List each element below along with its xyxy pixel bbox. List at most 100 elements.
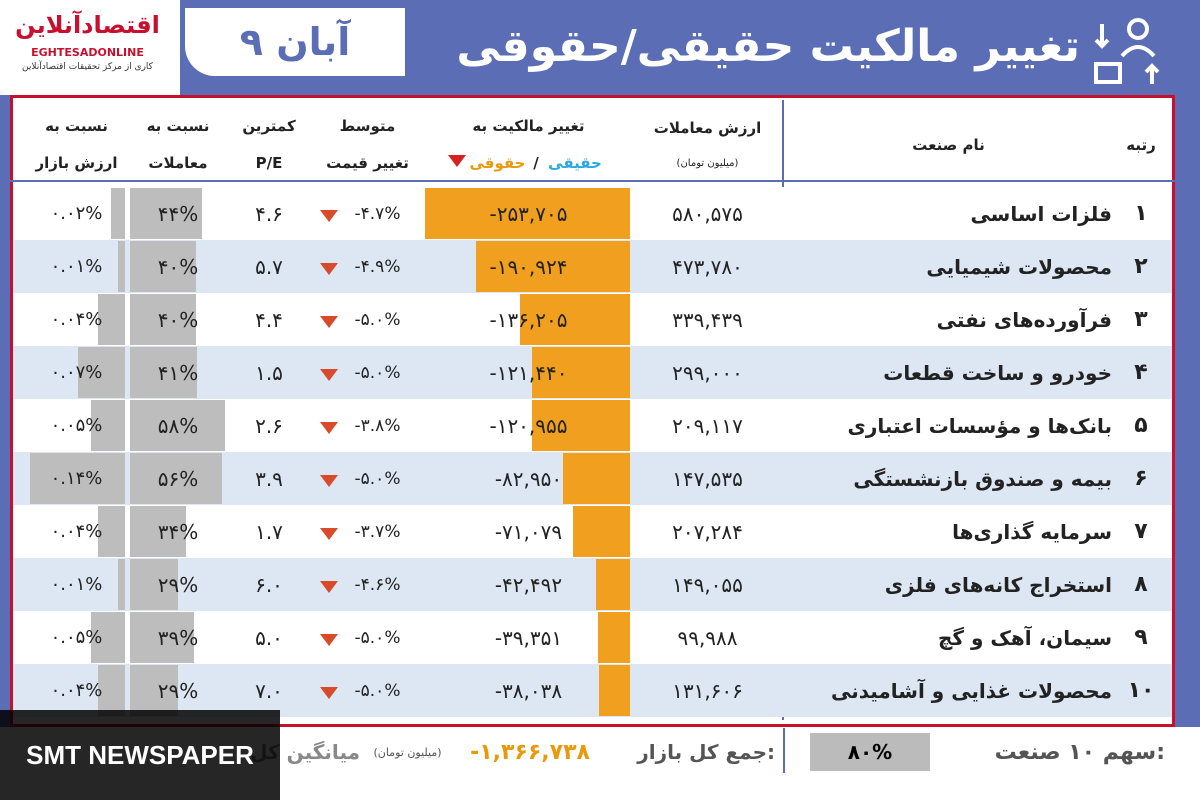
cell: ۰.۰۷%: [50, 362, 103, 383]
cell: ۰.۰۵%: [50, 415, 103, 436]
down-arrow: [320, 634, 338, 646]
cell: ۵۸%: [157, 413, 199, 438]
cell: ۷: [1134, 519, 1148, 544]
change-bar: [562, 453, 630, 504]
date: ۹ آبان: [185, 8, 405, 76]
cell: ۱.۵: [255, 360, 283, 385]
market-bar: [30, 453, 125, 504]
down-arrow: [320, 316, 338, 328]
cell: فرآورده‌های نفتی: [936, 307, 1112, 332]
header-cell: ارزش معاملات: [653, 118, 762, 137]
cell: ۲۰۷,۲۸۴: [672, 519, 743, 544]
down-arrow: [320, 422, 338, 434]
cell: ۱: [1134, 201, 1148, 226]
cell: -۲۵۳,۷۰۵: [489, 201, 568, 226]
cell: -۸۲,۹۵۰: [494, 466, 563, 491]
row-bg: [13, 611, 1172, 664]
total-value: -۱,۳۶۶,۷۳۸: [470, 739, 590, 765]
down-arrow: [320, 369, 338, 381]
cell: ۲: [1134, 254, 1148, 279]
change-bar: [519, 294, 630, 345]
cell: ۹۹,۹۸۸: [677, 625, 738, 650]
header-cell: تغییر مالکیت به: [472, 116, 585, 135]
cell: ۷.۰: [255, 678, 283, 703]
footer-divider: [783, 728, 785, 773]
cell: ۰.۰۴%: [50, 521, 103, 542]
cell: -۵.۰%: [354, 468, 401, 489]
total-label: جمع کل بازار:: [637, 740, 775, 764]
cell: ۱.۷: [255, 519, 283, 544]
market-bar: [97, 506, 125, 557]
cell: ۰.۰۵%: [50, 627, 103, 648]
cell: ۳: [1134, 307, 1148, 332]
header-cell: کمترین: [242, 116, 296, 135]
change-bar: [598, 612, 630, 663]
cell: ۵۸۰,۵۷۵: [672, 201, 743, 226]
cell: ۹: [1134, 625, 1148, 650]
trade-bar: [130, 665, 178, 716]
cell: ۲۰۹,۱۱۷: [672, 413, 743, 438]
trade-bar: [130, 294, 196, 345]
header-cell: معاملات: [148, 153, 208, 172]
cell: -۴.۹%: [354, 256, 401, 277]
trade-bar: [130, 241, 196, 292]
logo-tagline: کاری از مرکز تحقیقات اقتصادآنلاین: [22, 62, 153, 72]
share-value: ۸۰%: [810, 733, 930, 771]
cell: -۴.۶%: [354, 574, 401, 595]
cell: ۶.۰: [255, 572, 283, 597]
cell: -۱۲۱,۴۴۰: [489, 360, 568, 385]
down-arrow: [320, 581, 338, 593]
sort-arrow: [448, 155, 466, 167]
market-bar: [91, 400, 125, 451]
cell: بیمه و صندوق بازنشستگی: [853, 466, 1112, 491]
cell: استخراج کانه‌های فلزی: [884, 572, 1112, 597]
cell: ۲۹۹,۰۰۰: [672, 360, 743, 385]
cell: ۴۰%: [157, 307, 199, 332]
cell: -۳.۷%: [354, 521, 401, 542]
header-cell: رتبه: [1126, 136, 1156, 154]
cell: ۴.۴: [255, 307, 283, 332]
cell: محصولات شیمیایی: [926, 254, 1112, 279]
header-sep: /: [533, 153, 539, 172]
header-cell: متوسط: [339, 116, 396, 135]
cell: -۷۱,۰۷۹: [494, 519, 563, 544]
cell: ۳۹%: [157, 625, 199, 650]
cell: ۴۱%: [157, 360, 199, 385]
trade-bar: [130, 453, 222, 504]
cell: ۳.۹: [255, 466, 283, 491]
header-rule: [10, 180, 1175, 182]
down-arrow: [320, 210, 338, 222]
cell: ۶: [1134, 466, 1148, 491]
header-cell: نسبت به: [45, 116, 108, 135]
trade-bar: [130, 559, 178, 610]
cell: ۳۳۹,۴۳۹: [672, 307, 743, 332]
cell: ۱۴۹,۰۵۵: [672, 572, 743, 597]
cell: سیمان، آهک و گچ: [938, 625, 1112, 650]
header-real: حقیقی: [548, 153, 602, 172]
cell: ۱۰: [1127, 678, 1155, 703]
cell: ۲.۶: [255, 413, 283, 438]
market-bar: [118, 559, 125, 610]
market-bar: [77, 347, 125, 398]
change-bar: [532, 400, 630, 451]
cell: ۰.۰۲%: [50, 203, 103, 224]
down-arrow: [320, 687, 338, 699]
cell: محصولات غذایی و آشامیدنی: [830, 678, 1112, 703]
change-bar: [572, 506, 630, 557]
cell: -۵.۰%: [354, 309, 401, 330]
cell: ۳۴%: [157, 519, 199, 544]
logo-box: اقتصادآنلاین EGHTESADONLINE کاری از مرکز…: [0, 0, 180, 95]
header-cell: تغییر قیمت: [326, 153, 409, 172]
cell: ۵: [1134, 413, 1148, 438]
down-arrow: [320, 263, 338, 275]
change-bar: [531, 347, 630, 398]
cell: -۱۳۶,۲۰۵: [489, 307, 568, 332]
down-arrow: [320, 475, 338, 487]
cell: فلزات اساسی: [970, 201, 1112, 226]
cell: -۴.۷%: [354, 203, 401, 224]
trade-bar: [130, 347, 198, 398]
cell: ۵.۰: [255, 625, 283, 650]
change-bar: [599, 665, 630, 716]
cell: -۵.۰%: [354, 627, 401, 648]
cell: ۲۹%: [157, 572, 199, 597]
